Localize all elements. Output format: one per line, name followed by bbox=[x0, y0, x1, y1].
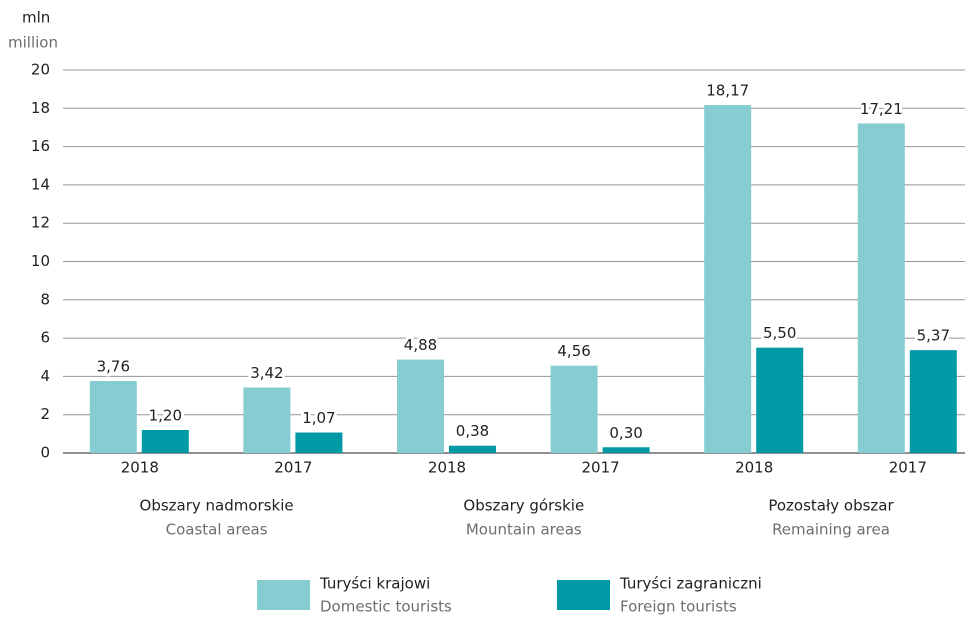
y-tick-label: 4 bbox=[40, 367, 50, 385]
x-tick-label: 2017 bbox=[582, 459, 620, 477]
value-label: 4,88 bbox=[404, 336, 437, 354]
x-tick-label: 2018 bbox=[121, 459, 159, 477]
y-tick-label: 18 bbox=[31, 99, 50, 117]
value-label: 4,56 bbox=[557, 342, 590, 360]
group-label: Obszary górskie bbox=[463, 497, 584, 515]
group-label-en: Remaining area bbox=[772, 521, 890, 539]
x-tick-label: 2017 bbox=[889, 459, 927, 477]
bar bbox=[89, 380, 137, 453]
legend-label-en: Domestic tourists bbox=[320, 598, 452, 616]
value-label: 3,76 bbox=[97, 357, 130, 375]
group-label-en: Coastal areas bbox=[166, 521, 268, 539]
legend-label: Turyści krajowi bbox=[319, 575, 430, 593]
bar bbox=[397, 359, 444, 453]
y-tick-label: 2 bbox=[40, 405, 50, 423]
y-tick-label: 10 bbox=[31, 252, 50, 270]
group-label: Pozostały obszar bbox=[768, 497, 894, 515]
value-label: 1,20 bbox=[149, 407, 182, 425]
value-label: 18,17 bbox=[706, 82, 749, 100]
y-tick-label: 14 bbox=[31, 175, 50, 193]
bar bbox=[141, 430, 189, 453]
y-tick-label: 12 bbox=[31, 214, 50, 232]
y-tick-label: 16 bbox=[31, 137, 50, 155]
x-tick-label: 2017 bbox=[274, 459, 312, 477]
value-label: 5,50 bbox=[763, 324, 796, 342]
y-tick-label: 20 bbox=[31, 61, 50, 79]
bar bbox=[550, 365, 598, 453]
group-label-en: Mountain areas bbox=[466, 521, 582, 539]
value-label: 3,42 bbox=[250, 364, 283, 382]
y-axis-label: mln bbox=[22, 9, 50, 27]
value-label: 0,30 bbox=[609, 424, 642, 442]
y-tick-label: 0 bbox=[40, 444, 50, 462]
y-tick-label: 8 bbox=[40, 290, 50, 308]
bar bbox=[602, 447, 650, 453]
value-label: 17,21 bbox=[860, 100, 903, 118]
bar bbox=[756, 347, 804, 453]
bar bbox=[449, 445, 496, 453]
legend-label-en: Foreign tourists bbox=[620, 598, 737, 616]
value-label: 0,38 bbox=[456, 422, 489, 440]
y-axis-label-en: million bbox=[8, 34, 58, 52]
bar bbox=[857, 123, 905, 453]
x-tick-label: 2018 bbox=[735, 459, 773, 477]
bar bbox=[909, 350, 957, 453]
value-label: 1,07 bbox=[302, 409, 335, 427]
bar bbox=[704, 105, 752, 454]
y-tick-label: 6 bbox=[40, 329, 50, 347]
legend-label: Turyści zagraniczni bbox=[619, 575, 762, 593]
bar bbox=[243, 387, 291, 453]
legend-swatch bbox=[257, 580, 310, 610]
value-label: 5,37 bbox=[917, 327, 950, 345]
bar bbox=[295, 432, 343, 453]
x-tick-label: 2018 bbox=[428, 459, 466, 477]
group-label: Obszary nadmorskie bbox=[140, 497, 294, 515]
legend-swatch bbox=[557, 580, 610, 610]
